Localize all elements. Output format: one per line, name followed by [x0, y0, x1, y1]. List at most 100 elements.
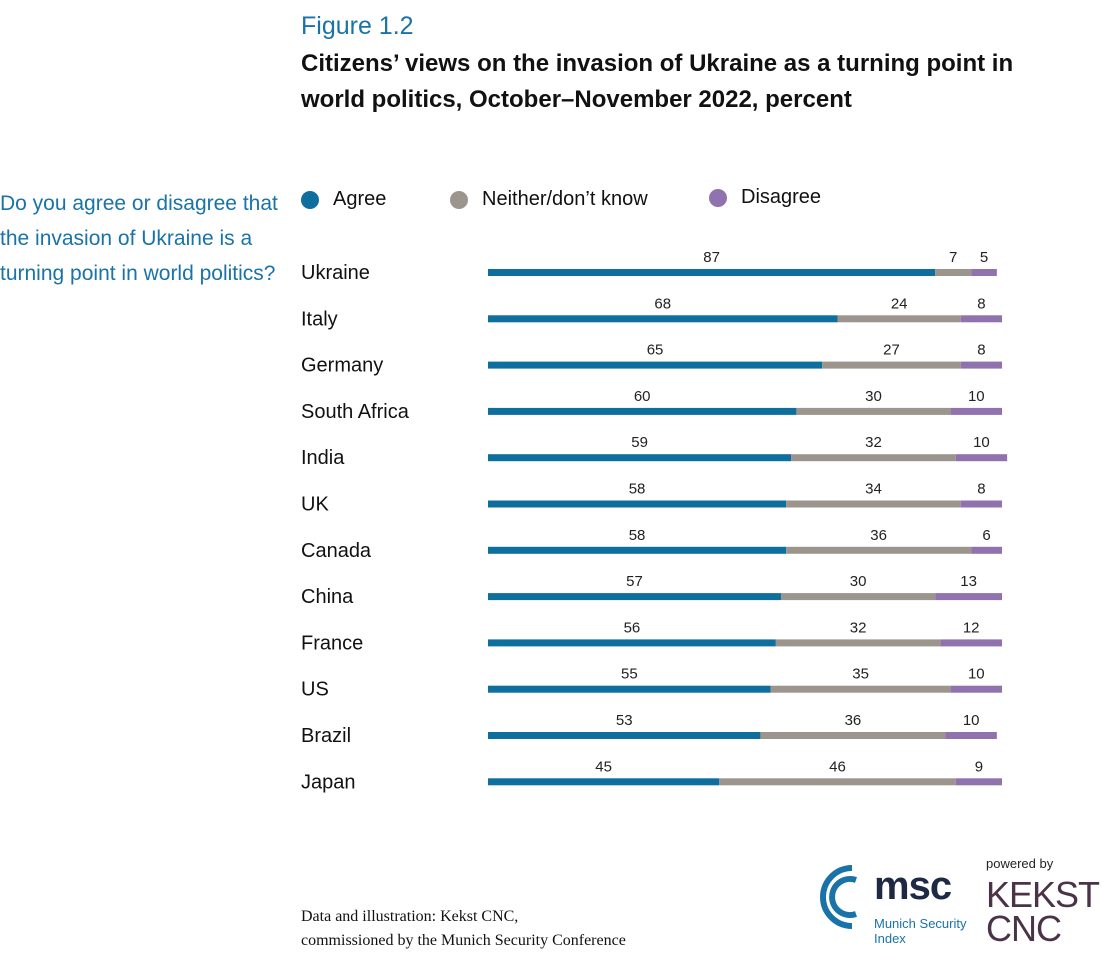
value-label-disagree-south-africa: 10 — [968, 388, 985, 405]
value-label-neither-ukraine: 7 — [949, 249, 957, 266]
bar-neither-germany — [822, 361, 961, 369]
value-label-agree-ukraine: 87 — [703, 249, 720, 266]
value-label-agree-italy: 68 — [654, 295, 671, 312]
value-label-disagree-germany: 8 — [977, 342, 985, 359]
bar-agree-canada — [488, 546, 787, 554]
value-label-disagree-france: 12 — [963, 619, 980, 636]
value-label-disagree-ukraine: 5 — [980, 249, 988, 266]
category-label-italy: Italy — [301, 308, 338, 330]
category-label-ukraine: Ukraine — [301, 262, 370, 284]
legend-item-disagree: Disagree — [709, 186, 821, 209]
bar-agree-us — [488, 685, 771, 693]
value-label-neither-south-africa: 30 — [865, 388, 882, 405]
bar-disagree-germany — [960, 361, 1002, 369]
bar-neither-canada — [786, 546, 972, 554]
msc-logo: msc Munich Security Index — [812, 858, 972, 948]
value-label-agree-uk: 58 — [629, 481, 646, 498]
value-label-neither-uk: 34 — [865, 481, 882, 498]
value-label-neither-canada: 36 — [870, 527, 887, 544]
bar-agree-japan — [488, 778, 720, 786]
kekst-wordmark: KEKST — [986, 874, 1100, 915]
legend-label-agree: Agree — [333, 188, 387, 210]
bar-agree-italy — [488, 315, 838, 323]
category-label-south-africa: South Africa — [301, 401, 410, 423]
category-label-china: China — [301, 586, 354, 608]
category-label-japan: Japan — [301, 771, 356, 793]
category-label-germany: Germany — [301, 355, 383, 377]
chart-title: Citizens’ views on the invasion of Ukrai… — [301, 50, 1014, 113]
source-note: Data and illustration: Kekst CNC, commis… — [301, 905, 626, 953]
value-label-neither-japan: 46 — [829, 758, 846, 775]
msc-subtitle-line-2: Index — [874, 931, 906, 946]
bar-agree-france — [488, 639, 776, 647]
legend-label-neither: Neither/don’t know — [482, 188, 648, 210]
value-label-disagree-uk: 8 — [977, 481, 985, 498]
bar-neither-uk — [786, 500, 961, 508]
cnc-wordmark: CNC — [986, 908, 1062, 949]
bar-neither-ukraine — [935, 269, 972, 276]
value-label-agree-brazil: 53 — [616, 712, 633, 729]
value-label-agree-germany: 65 — [647, 342, 664, 359]
bar-disagree-china — [935, 593, 1002, 601]
bar-disagree-india — [955, 454, 1008, 462]
legend-item-neither: Neither/don’t know — [450, 188, 648, 211]
value-label-neither-china: 30 — [850, 573, 867, 590]
category-label-canada: Canada — [301, 540, 372, 562]
legend-swatch-agree — [301, 190, 319, 209]
category-label-india: India — [301, 447, 345, 469]
bar-agree-germany — [488, 361, 823, 369]
powered-by-label: powered by — [986, 856, 1054, 871]
bar-disagree-japan — [955, 778, 1002, 786]
bar-neither-italy — [837, 315, 961, 323]
source-line-1: Data and illustration: Kekst CNC, — [301, 908, 519, 925]
bar-disagree-ukraine — [971, 269, 997, 276]
value-label-agree-china: 57 — [626, 573, 643, 590]
msc-emblem-icon — [820, 865, 857, 929]
bar-disagree-canada — [971, 546, 1002, 554]
value-label-agree-france: 56 — [624, 619, 641, 636]
bar-agree-uk — [488, 500, 787, 508]
figure-label: Figure 1.2 — [301, 12, 414, 40]
value-label-agree-india: 59 — [631, 434, 648, 451]
bar-disagree-south-africa — [950, 407, 1002, 415]
bar-neither-france — [775, 639, 941, 647]
kekst-cnc-logo: KEKST CNC — [986, 874, 1100, 949]
value-label-disagree-canada: 6 — [982, 527, 990, 544]
value-label-disagree-brazil: 10 — [963, 712, 980, 729]
value-label-neither-us: 35 — [852, 666, 869, 683]
value-label-disagree-china: 13 — [960, 573, 977, 590]
bar-agree-ukraine — [488, 269, 936, 276]
bar-neither-brazil — [760, 732, 946, 739]
category-label-france: France — [301, 632, 363, 654]
bar-disagree-france — [940, 639, 1002, 647]
value-label-neither-brazil: 36 — [845, 712, 862, 729]
msc-wordmark: msc — [874, 864, 952, 908]
value-label-agree-japan: 45 — [595, 758, 612, 775]
bar-disagree-brazil — [945, 732, 997, 739]
bar-agree-brazil — [488, 732, 761, 739]
legend-label-disagree: Disagree — [741, 186, 822, 208]
value-label-neither-germany: 27 — [883, 342, 900, 359]
bar-neither-japan — [719, 778, 956, 786]
legend-swatch-neither — [450, 190, 468, 209]
value-label-neither-italy: 24 — [891, 295, 908, 312]
value-label-disagree-india: 10 — [973, 434, 990, 451]
value-label-disagree-italy: 8 — [977, 295, 985, 312]
source-line-2: commissioned by the Munich Security Conf… — [301, 932, 626, 949]
bar-neither-us — [770, 685, 951, 693]
bar-disagree-italy — [960, 315, 1002, 323]
value-label-agree-canada: 58 — [629, 527, 646, 544]
value-label-neither-india: 32 — [865, 434, 882, 451]
bar-neither-india — [791, 454, 956, 462]
value-label-disagree-us: 10 — [968, 666, 985, 683]
value-label-disagree-japan: 9 — [975, 758, 983, 775]
value-label-neither-france: 32 — [850, 619, 867, 636]
msc-subtitle-line-1: Munich Security — [874, 916, 967, 931]
value-label-agree-us: 55 — [621, 666, 638, 683]
bar-disagree-us — [950, 685, 1002, 693]
bar-neither-south-africa — [796, 407, 951, 415]
category-label-uk: UK — [301, 494, 329, 516]
bar-agree-china — [488, 593, 781, 601]
bar-disagree-uk — [960, 500, 1002, 508]
